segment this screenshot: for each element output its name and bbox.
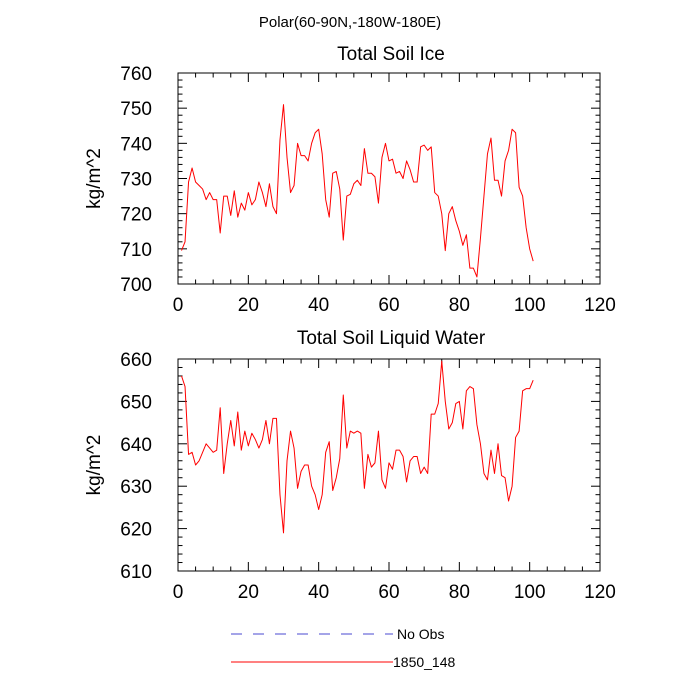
x-tick-label: 60	[378, 582, 399, 603]
x-tick-label: 20	[238, 582, 259, 603]
plots: Total Soil Ice 0 20 40 60 80 100 120 700 710 720 73…	[84, 44, 616, 603]
y-tick-label: 730	[120, 170, 152, 191]
y-tick-label: 760	[120, 64, 152, 85]
x-tick-label: 40	[308, 582, 329, 603]
x-tick-label: 60	[378, 295, 399, 316]
chart-title: Total Soil Liquid Water	[297, 328, 486, 349]
y-tick-label: 620	[120, 520, 152, 541]
legend: No Obs 1850_148	[231, 626, 456, 670]
y-tick-label: 650	[120, 392, 152, 413]
x-tick-label: 20	[238, 295, 259, 316]
y-tick-label: 750	[120, 99, 152, 120]
x-tick-label: 80	[449, 295, 470, 316]
y-axis: 610 620 630 640 650 660	[120, 350, 600, 583]
chart-panel-1: Total Soil Ice 0 20 40 60 80 100 120 700 710 720 73…	[84, 44, 616, 316]
legend-entry-2: 1850_148	[231, 654, 456, 670]
legend-label: 1850_148	[393, 654, 456, 670]
y-tick-label: 740	[120, 134, 152, 155]
x-tick-label: 40	[308, 295, 329, 316]
y-tick-label: 640	[120, 435, 152, 456]
y-tick-label: 710	[120, 240, 152, 261]
figure-title: Polar(60-90N,-180W-180E)	[259, 14, 441, 31]
y-tick-label: 720	[120, 205, 152, 226]
x-tick-label: 0	[173, 295, 184, 316]
x-tick-label: 100	[514, 582, 546, 603]
series-line-1	[181, 360, 534, 534]
y-tick-label: 700	[120, 275, 152, 296]
y-tick-label: 610	[120, 562, 152, 583]
y-axis: 700 710 720 730 740 750 760	[120, 64, 600, 296]
legend-entry-1: No Obs	[231, 626, 444, 642]
x-tick-label: 120	[584, 582, 616, 603]
x-axis: 0 20 40 60 80 100 120	[173, 359, 616, 603]
y-axis-label: kg/m^2	[84, 435, 105, 496]
chart-title: Total Soil Ice	[337, 44, 445, 65]
x-tick-label: 0	[173, 582, 184, 603]
y-tick-label: 630	[120, 477, 152, 498]
series-line-1	[181, 104, 534, 278]
legend-label: No Obs	[397, 626, 444, 642]
x-tick-label: 120	[584, 295, 616, 316]
x-axis: 0 20 40 60 80 100 120	[173, 73, 616, 316]
x-tick-label: 100	[514, 295, 546, 316]
plot-frame	[177, 72, 601, 285]
y-tick-label: 660	[120, 350, 152, 371]
x-tick-label: 80	[449, 582, 470, 603]
y-axis-label: kg/m^2	[84, 148, 105, 209]
